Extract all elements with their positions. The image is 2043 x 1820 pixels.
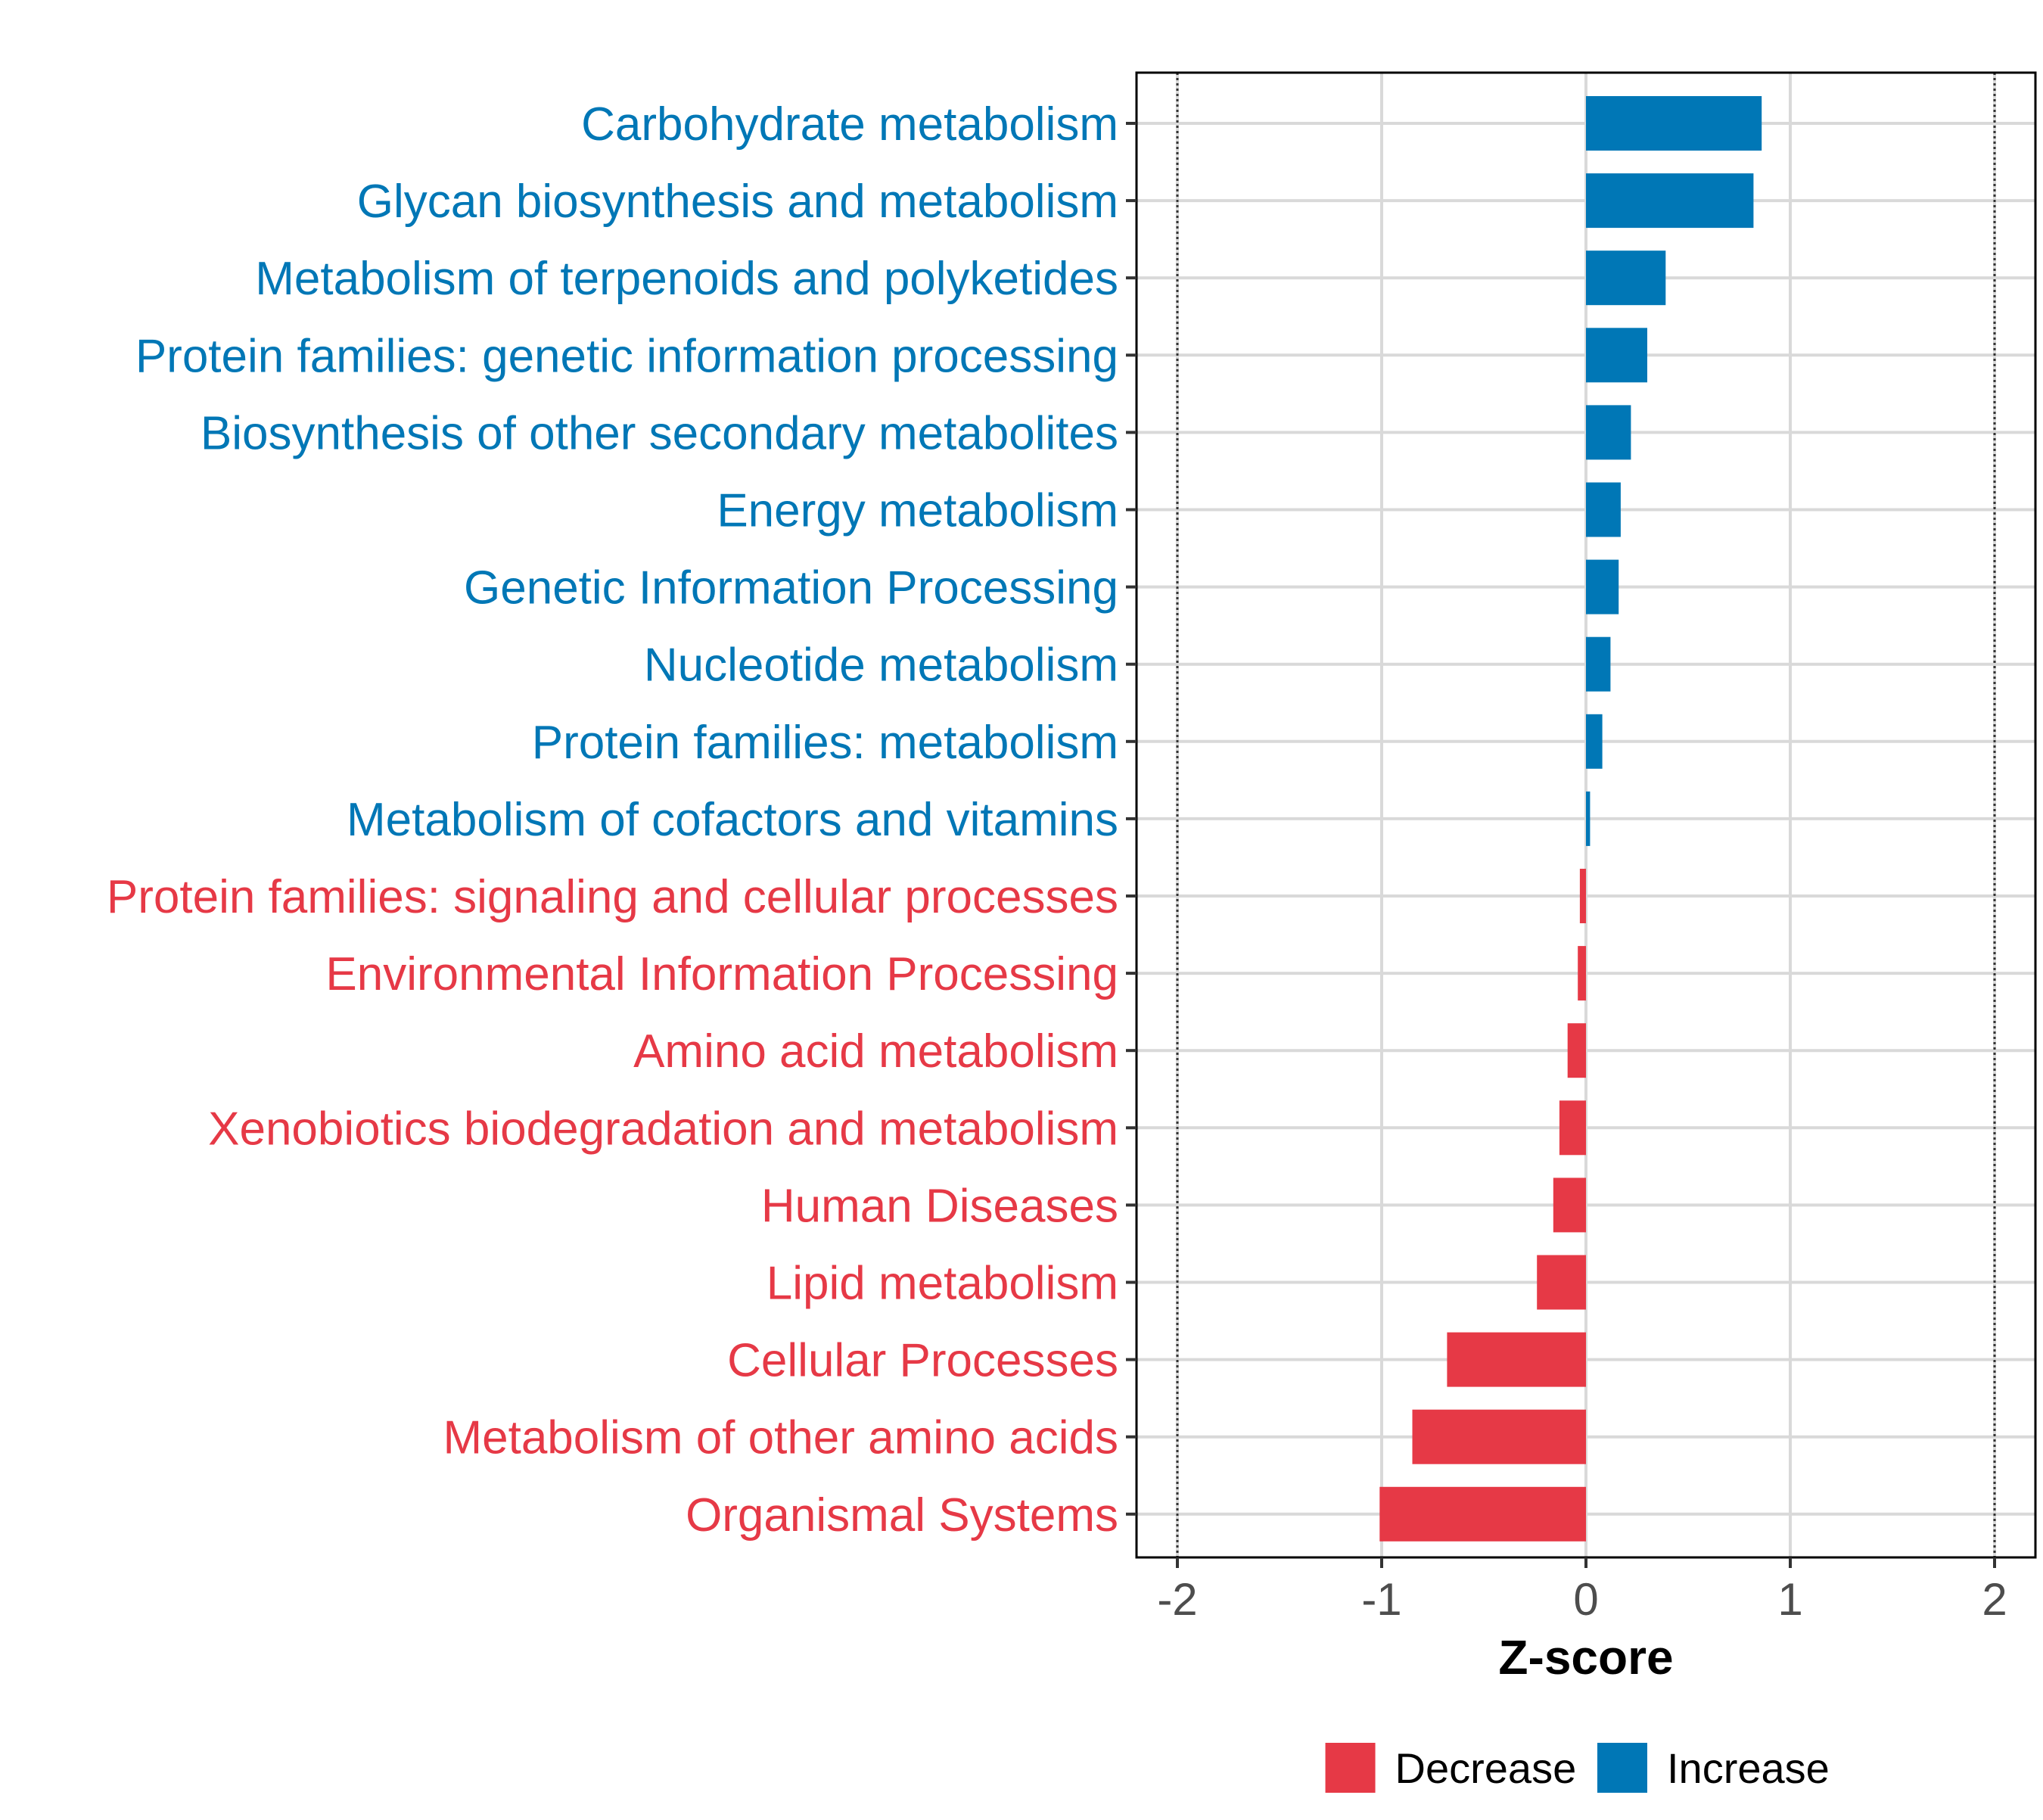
y-tick-label: Energy metabolism: [717, 485, 1118, 537]
bar: [1586, 250, 1666, 306]
bar: [1578, 946, 1586, 1001]
bar: [1586, 173, 1754, 229]
y-tick-label: Metabolism of other amino acids: [443, 1412, 1118, 1464]
bar: [1586, 482, 1621, 537]
bar: [1586, 328, 1647, 383]
bar: [1379, 1486, 1586, 1542]
x-tick-label: -2: [1157, 1574, 1197, 1625]
bar: [1447, 1332, 1586, 1387]
y-axis: Carbohydrate metabolism Glycan biosynthes…: [107, 98, 1137, 1542]
legend: Decrease Increase: [1325, 1743, 1830, 1793]
y-tick-label: Xenobiotics biodegradation and metabolis…: [208, 1103, 1118, 1155]
y-tick-label: Environmental Information Processing: [325, 948, 1118, 1000]
y-tick-label: Protein families: genetic information pr…: [135, 330, 1118, 382]
y-tick-label: Genetic Information Processing: [464, 562, 1118, 614]
bar: [1567, 1023, 1586, 1078]
y-tick-label: Nucleotide metabolism: [644, 639, 1118, 692]
bar: [1586, 405, 1631, 460]
bars: [1379, 96, 1762, 1542]
bar: [1586, 636, 1611, 692]
x-tick-label: -1: [1361, 1574, 1401, 1625]
bar: [1553, 1178, 1586, 1233]
y-tick-label: Cellular Processes: [727, 1335, 1118, 1387]
y-tick-label: Metabolism of cofactors and vitamins: [347, 794, 1118, 846]
y-tick-label: Amino acid metabolism: [633, 1025, 1118, 1078]
bar: [1579, 869, 1586, 923]
legend-label: Decrease: [1395, 1744, 1577, 1792]
bar: [1586, 96, 1762, 151]
y-tick-label: Carbohydrate metabolism: [581, 98, 1118, 151]
y-tick-label: Human Diseases: [761, 1180, 1118, 1232]
y-tick-label: Protein families: metabolism: [532, 717, 1118, 769]
x-tick-label: 1: [1777, 1574, 1802, 1625]
bar: [1586, 559, 1619, 614]
y-tick-label: Organismal Systems: [686, 1489, 1118, 1542]
bar: [1412, 1409, 1586, 1464]
y-tick-label: Protein families: signaling and cellular…: [107, 871, 1118, 923]
y-tick-label: Lipid metabolism: [767, 1258, 1118, 1310]
reference-lines: [1176, 73, 1996, 1557]
x-tick-label: 0: [1573, 1574, 1598, 1625]
legend-swatch: [1325, 1743, 1376, 1793]
x-axis-title: Z-score: [1498, 1630, 1673, 1685]
legend-label: Increase: [1667, 1744, 1830, 1792]
bar: [1586, 714, 1603, 769]
bar: [1537, 1255, 1586, 1310]
bar: [1559, 1100, 1586, 1156]
y-tick-label: Glycan biosynthesis and metabolism: [357, 176, 1118, 228]
x-axis: -2 -1 0 1 2: [1157, 1557, 2007, 1625]
y-tick-label: Metabolism of terpenoids and polyketides: [255, 253, 1118, 305]
x-tick-label: 2: [1982, 1574, 2007, 1625]
bar: [1586, 791, 1591, 846]
legend-swatch: [1597, 1743, 1647, 1793]
y-tick-label: Biosynthesis of other secondary metaboli…: [201, 407, 1118, 459]
